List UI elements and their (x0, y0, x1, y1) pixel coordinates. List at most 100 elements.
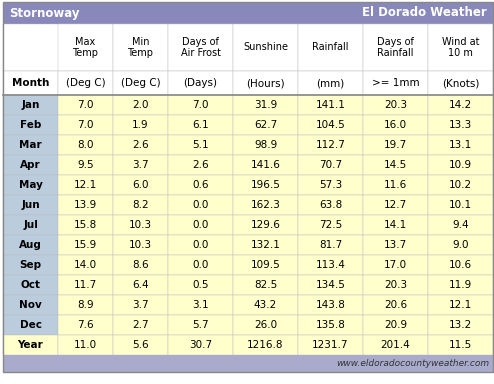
Text: 15.8: 15.8 (74, 220, 97, 230)
Bar (298, 195, 363, 215)
Text: 201.4: 201.4 (380, 340, 411, 350)
Bar (3, 215, 58, 235)
Text: Sep: Sep (19, 260, 41, 270)
Bar (233, 135, 298, 155)
Bar (58, 275, 113, 295)
Bar (3, 175, 58, 195)
Bar (233, 335, 298, 355)
Text: 109.5: 109.5 (250, 260, 281, 270)
Text: 10.3: 10.3 (129, 220, 152, 230)
Bar (298, 315, 363, 335)
Bar (113, 315, 168, 335)
Text: 8.0: 8.0 (77, 140, 94, 150)
Bar (3, 195, 58, 215)
Text: >= 1mm: >= 1mm (371, 78, 419, 88)
Bar (113, 175, 168, 195)
Text: Min
Temp: Min Temp (127, 37, 154, 58)
Bar (233, 24, 298, 71)
Bar (363, 115, 428, 135)
Text: 20.3: 20.3 (384, 280, 407, 290)
Bar (428, 71, 493, 95)
Text: 13.3: 13.3 (449, 120, 472, 130)
Text: 1231.7: 1231.7 (312, 340, 349, 350)
Text: 8.9: 8.9 (77, 300, 94, 310)
Bar (113, 71, 168, 95)
Text: 5.7: 5.7 (192, 320, 209, 330)
Bar (58, 115, 113, 135)
Text: 14.5: 14.5 (384, 160, 407, 170)
Text: 82.5: 82.5 (254, 280, 277, 290)
Bar (58, 255, 113, 275)
Text: 10.1: 10.1 (449, 200, 472, 210)
Text: 6.4: 6.4 (132, 280, 149, 290)
Text: 72.5: 72.5 (319, 220, 342, 230)
Text: 162.3: 162.3 (250, 200, 281, 210)
Bar (113, 335, 168, 355)
Bar (363, 195, 428, 215)
Bar (113, 95, 168, 115)
Bar (3, 335, 58, 355)
Text: Days of
Air Frost: Days of Air Frost (180, 37, 220, 58)
Bar (363, 175, 428, 195)
Bar (428, 115, 493, 135)
Bar (428, 295, 493, 315)
Bar (3, 295, 58, 315)
Bar (428, 175, 493, 195)
Text: 0.0: 0.0 (192, 240, 208, 250)
Bar (168, 275, 233, 295)
Text: 0.0: 0.0 (192, 220, 208, 230)
Text: 3.1: 3.1 (192, 300, 209, 310)
Bar (428, 95, 493, 115)
Bar (428, 135, 493, 155)
Bar (58, 215, 113, 235)
Bar (168, 24, 233, 71)
Text: 15.9: 15.9 (74, 240, 97, 250)
Bar (428, 335, 493, 355)
Bar (363, 95, 428, 115)
Text: Mar: Mar (19, 140, 42, 150)
Bar (428, 155, 493, 175)
Text: 113.4: 113.4 (316, 260, 345, 270)
Bar (3, 71, 58, 95)
Bar (298, 215, 363, 235)
Text: Oct: Oct (20, 280, 41, 290)
Bar (298, 24, 363, 71)
Bar (3, 95, 58, 115)
Bar (113, 255, 168, 275)
Text: 13.2: 13.2 (449, 320, 472, 330)
Bar (233, 195, 298, 215)
Bar (168, 175, 233, 195)
Text: 9.5: 9.5 (77, 160, 94, 170)
Text: 14.0: 14.0 (74, 260, 97, 270)
Bar (3, 315, 58, 335)
Text: 134.5: 134.5 (316, 280, 345, 290)
Bar (233, 155, 298, 175)
Text: 57.3: 57.3 (319, 180, 342, 190)
Text: Jun: Jun (21, 200, 40, 210)
Bar (168, 95, 233, 115)
Text: 0.0: 0.0 (192, 200, 208, 210)
Text: 13.1: 13.1 (449, 140, 472, 150)
Bar (168, 115, 233, 135)
Bar (233, 95, 298, 115)
Text: 20.9: 20.9 (384, 320, 407, 330)
Text: 0.5: 0.5 (192, 280, 209, 290)
Text: Apr: Apr (20, 160, 41, 170)
Bar (298, 71, 363, 95)
Text: 5.1: 5.1 (192, 140, 209, 150)
Bar (3, 24, 493, 71)
Bar (58, 135, 113, 155)
Text: 62.7: 62.7 (254, 120, 277, 130)
Text: (Knots): (Knots) (442, 78, 479, 88)
Text: 129.6: 129.6 (250, 220, 281, 230)
Bar (3, 255, 58, 275)
Bar (363, 215, 428, 235)
Bar (363, 335, 428, 355)
Bar (363, 135, 428, 155)
Bar (428, 255, 493, 275)
Text: 19.7: 19.7 (384, 140, 407, 150)
Text: 12.1: 12.1 (74, 180, 97, 190)
Text: Max
Temp: Max Temp (73, 37, 98, 58)
Text: 12.7: 12.7 (384, 200, 407, 210)
Bar (168, 71, 233, 95)
